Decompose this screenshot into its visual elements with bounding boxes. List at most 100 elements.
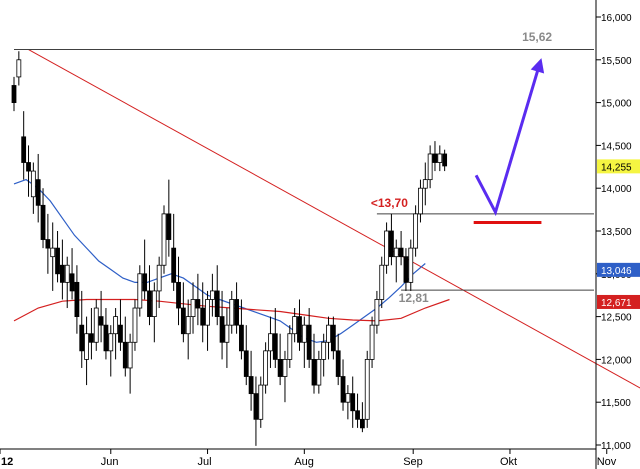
- candle: [137, 265, 143, 317]
- candle: [108, 325, 114, 377]
- price-label-box: [597, 294, 640, 309]
- candle: [113, 308, 119, 360]
- candle-body: [239, 324, 244, 352]
- candle-body: [45, 239, 51, 249]
- candle: [224, 308, 230, 368]
- candle: [248, 350, 254, 411]
- candle: [50, 222, 56, 291]
- candle-body: [355, 410, 360, 420]
- candle: [442, 149, 448, 172]
- y-tick-label: 12,000: [601, 355, 632, 366]
- candle-body: [374, 299, 380, 326]
- candle: [239, 299, 244, 360]
- candle: [364, 350, 370, 428]
- projection-arrow-head: [530, 58, 545, 74]
- candle: [151, 282, 157, 343]
- candle: [306, 308, 312, 368]
- candle: [287, 325, 293, 368]
- candle: [321, 333, 327, 377]
- candle-body: [398, 247, 404, 258]
- candle: [253, 376, 259, 446]
- candle-body: [364, 358, 370, 420]
- candle: [98, 290, 104, 343]
- candle-body: [30, 170, 36, 198]
- candle: [118, 299, 123, 351]
- moving-average-line-1: [13, 178, 426, 343]
- candle-body: [243, 350, 249, 377]
- overlays-layer: [14, 49, 640, 389]
- x-tick-label: Jun: [101, 456, 119, 468]
- candle: [374, 290, 380, 334]
- candle: [292, 308, 298, 343]
- candle: [311, 333, 317, 394]
- candle-body: [263, 350, 269, 386]
- candle: [55, 231, 60, 283]
- candle: [393, 239, 399, 283]
- candle: [326, 316, 331, 360]
- candle: [243, 325, 249, 386]
- candle: [422, 162, 428, 206]
- candle-body: [180, 307, 186, 335]
- candle-body: [277, 358, 283, 377]
- candle-body: [272, 333, 278, 360]
- candle: [89, 308, 94, 360]
- candle: [166, 179, 172, 257]
- candle-body: [190, 299, 196, 318]
- candle: [229, 290, 235, 334]
- candle: [258, 376, 264, 428]
- candle-body: [84, 333, 89, 360]
- candle-body: [122, 341, 128, 369]
- candle: [205, 290, 210, 351]
- candle-body: [156, 264, 162, 292]
- candle-body: [234, 299, 239, 326]
- candle-body: [316, 358, 322, 386]
- candle-body: [26, 162, 31, 172]
- candle: [379, 256, 385, 309]
- candle: [384, 222, 389, 274]
- candle-body: [35, 179, 41, 206]
- candle: [263, 342, 269, 394]
- price-label-text: 14,255: [601, 162, 632, 173]
- candle: [432, 141, 438, 172]
- candle-body: [64, 264, 70, 283]
- candle-body: [340, 376, 346, 403]
- candle: [16, 51, 22, 86]
- price-label-box: [597, 159, 640, 174]
- candle-body: [306, 324, 312, 360]
- x-tick-label: 12: [1, 456, 13, 468]
- candle: [176, 256, 181, 326]
- x-tick-label: Aug: [294, 456, 314, 468]
- candle: [122, 316, 128, 377]
- candle: [340, 359, 346, 411]
- candle: [389, 213, 394, 266]
- candle: [132, 299, 138, 351]
- candle-body: [185, 316, 191, 335]
- price-label-text: 12,671: [601, 298, 632, 309]
- candle: [359, 402, 365, 433]
- candle: [74, 265, 80, 334]
- candle-body: [229, 299, 235, 326]
- candle: [355, 393, 360, 428]
- candle-body: [437, 153, 443, 163]
- x-tick-label: Sep: [403, 456, 423, 468]
- candle: [161, 205, 167, 274]
- candle: [369, 316, 375, 368]
- candle-body: [408, 247, 414, 283]
- candle-body: [379, 264, 385, 300]
- candle: [195, 273, 201, 326]
- candle: [147, 265, 152, 326]
- candle: [26, 145, 31, 197]
- candle: [413, 205, 419, 257]
- candle: [79, 290, 85, 368]
- candles-layer: [11, 51, 448, 446]
- candle: [268, 316, 273, 368]
- candle: [398, 231, 404, 266]
- candle: [282, 350, 288, 403]
- candle: [427, 145, 433, 189]
- candle-body: [330, 324, 336, 352]
- candle: [30, 162, 36, 214]
- annotation-label: 12,81: [399, 291, 429, 305]
- candle: [330, 316, 336, 360]
- y-tick-label: 15,000: [601, 99, 632, 110]
